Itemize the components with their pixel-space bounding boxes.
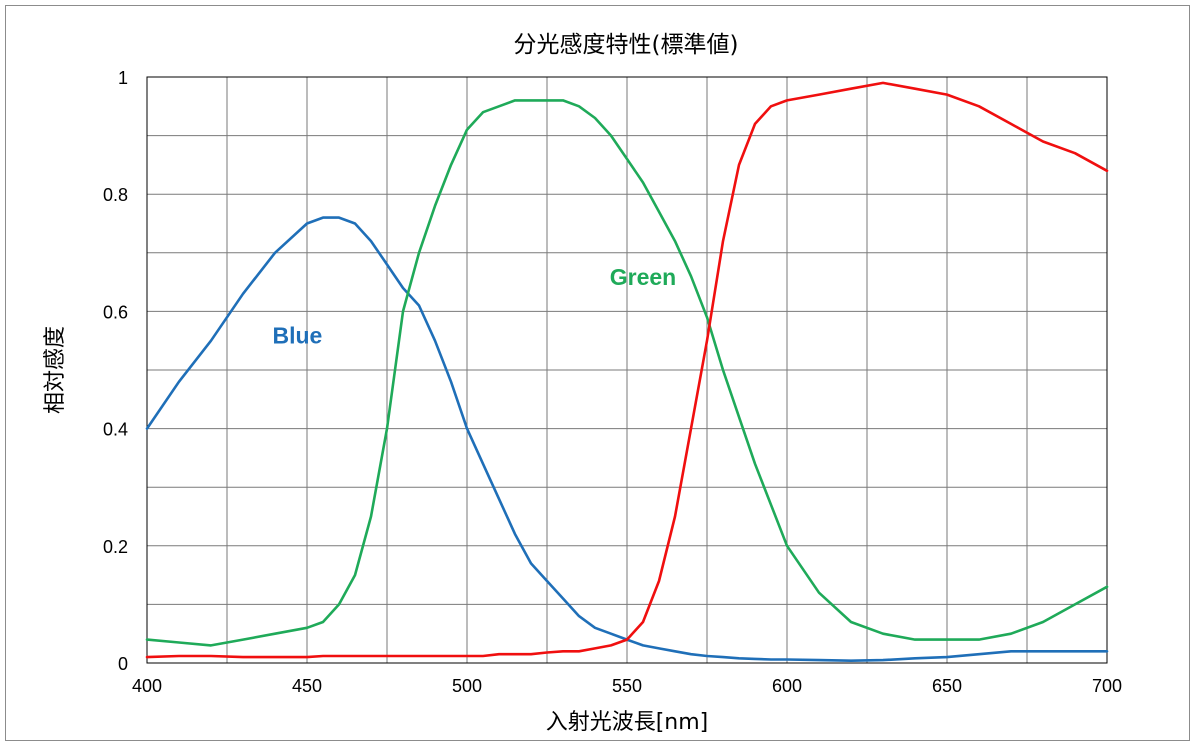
- series-label-blue: Blue: [272, 323, 322, 349]
- x-tick-label: 500: [452, 676, 482, 696]
- x-tick-label: 700: [1092, 676, 1122, 696]
- chart-title: 分光感度特性(標準値): [514, 32, 739, 58]
- series-lines: [145, 81, 1109, 663]
- y-tick-label: 0.2: [103, 537, 128, 557]
- y-tick-label: 0.4: [103, 420, 128, 440]
- y-tick-label: 0: [118, 654, 128, 674]
- y-axis-title: 相対感度: [43, 326, 68, 414]
- series-line-blue: [145, 216, 1109, 663]
- grid: [147, 77, 1107, 663]
- series-label-green: Green: [610, 264, 676, 290]
- y-tick-label: 0.8: [103, 185, 128, 205]
- y-tick-label: 1: [118, 68, 128, 88]
- chart-frame: 分光感度特性(標準値) 0 0.2 0.4 0.6 0.8 1 400 450 500 550 6…: [5, 5, 1190, 741]
- x-axis-title: 入射光波長[nm]: [546, 710, 709, 735]
- x-axis-ticks: 400 450 500 550 600 650 700: [132, 676, 1122, 696]
- x-tick-label: 400: [132, 676, 162, 696]
- y-tick-label: 0.6: [103, 302, 128, 322]
- series-labels: BlueGreenRed: [272, 264, 676, 349]
- series-line-red: [145, 81, 1109, 659]
- spectral-sensitivity-chart: 分光感度特性(標準値) 0 0.2 0.4 0.6 0.8 1 400 450 500 550 6…: [43, 32, 1122, 735]
- plot-area: [146, 76, 1108, 664]
- y-axis-ticks: 0 0.2 0.4 0.6 0.8 1: [103, 68, 128, 674]
- x-tick-label: 550: [612, 676, 642, 696]
- x-tick-label: 650: [932, 676, 962, 696]
- series-line-green: [145, 99, 1109, 647]
- x-tick-label: 450: [292, 676, 322, 696]
- x-tick-label: 600: [772, 676, 802, 696]
